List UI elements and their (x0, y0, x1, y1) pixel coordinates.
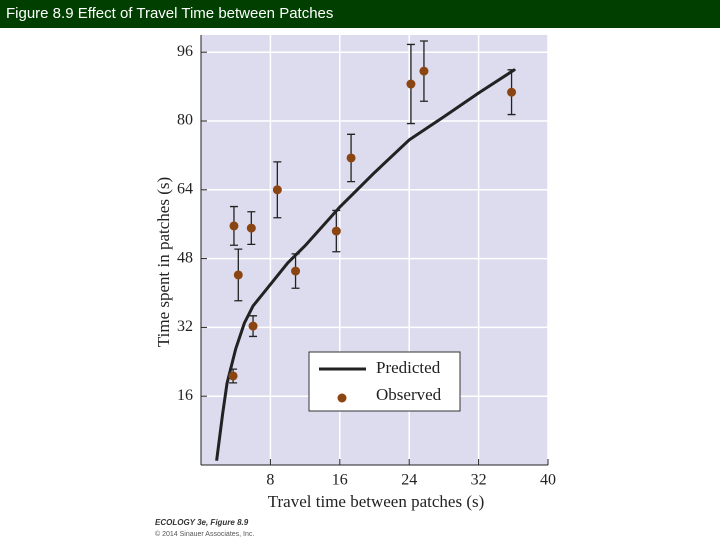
point (419, 66, 429, 76)
point (346, 153, 356, 163)
point (291, 266, 301, 276)
credit: © 2014 Sinauer Associates, Inc. (155, 530, 254, 538)
y-tick-label: 32 (177, 318, 193, 335)
legend-swatch (337, 393, 347, 403)
point (406, 79, 416, 89)
x-tick-label: 16 (332, 472, 348, 489)
point (331, 226, 341, 236)
y-tick-label: 16 (177, 387, 193, 404)
point (272, 185, 282, 195)
legend-label: Predicted (376, 358, 441, 377)
point (233, 270, 243, 280)
credit: ECOLOGY 3e, Figure 8.9 (155, 518, 249, 527)
point (248, 321, 258, 331)
legend-box (308, 351, 461, 412)
x-axis-label: Travel time between patches (s) (268, 492, 485, 511)
y-tick-label: 64 (177, 180, 193, 197)
point (246, 223, 256, 233)
x-tick-label: 24 (401, 472, 417, 489)
y-tick-label: 80 (177, 112, 193, 129)
point (507, 87, 517, 97)
point (229, 221, 239, 231)
y-axis-label: Time spent in patches (s) (154, 177, 173, 347)
point (228, 371, 238, 381)
x-tick-label: 40 (540, 472, 556, 489)
title-bar: Figure 8.9 Effect of Travel Time between… (0, 0, 720, 28)
y-tick-label: 96 (177, 43, 193, 60)
legend-label: Observed (376, 385, 442, 404)
y-tick-label: 48 (177, 249, 193, 266)
line (215, 68, 516, 461)
x-tick-label: 32 (471, 472, 487, 489)
x-tick-label: 8 (266, 472, 274, 489)
